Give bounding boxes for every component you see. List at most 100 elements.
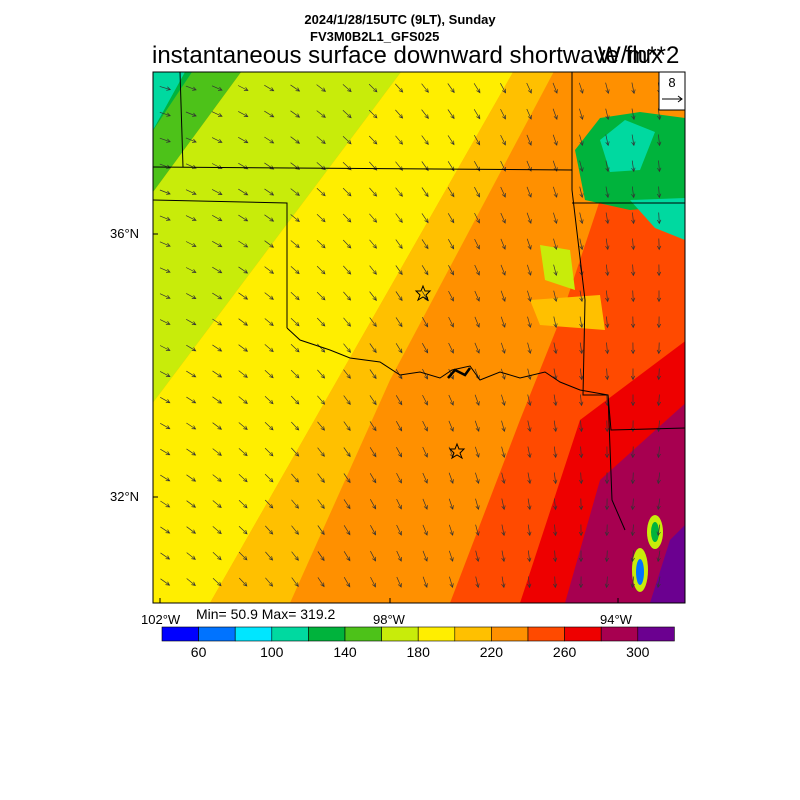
wind-arrow [630, 342, 636, 355]
wind-arrow [369, 395, 377, 406]
colorbar-swatch [527, 626, 565, 642]
wind-arrow [448, 342, 454, 354]
wind-arrow [395, 239, 403, 250]
wind-arrow [317, 499, 325, 510]
wind-arrow [500, 238, 506, 250]
colorbar-swatch [417, 626, 456, 642]
wind-arrow [448, 524, 454, 536]
wind-arrow [656, 524, 661, 537]
wind-arrow [500, 368, 506, 380]
wind-arrow [656, 368, 662, 381]
wind-arrow [238, 318, 249, 326]
wind-arrow [186, 318, 197, 326]
wind-arrow [160, 448, 171, 456]
wind-arrow [290, 266, 300, 275]
map-frame [152, 71, 686, 604]
wind-vectors [159, 82, 662, 589]
wind-arrow [527, 524, 532, 537]
wind-arrow [160, 526, 171, 534]
wind-arrow [630, 290, 636, 303]
wind-arrow [185, 241, 197, 247]
wind-arrow [527, 342, 532, 355]
wind-arrow [396, 447, 402, 458]
wind-arrow [474, 316, 480, 328]
wind-arrow [212, 448, 222, 456]
wind-arrow [264, 447, 274, 457]
wind-arrow [501, 498, 506, 511]
wind-arrow [316, 136, 326, 144]
wind-arrow [212, 422, 223, 430]
wind-arrow [421, 317, 429, 328]
wind-arrow [159, 137, 171, 143]
wind-arrow [448, 265, 454, 276]
colorbar-tick-label: 300 [626, 644, 650, 660]
colorbar-swatch [600, 626, 639, 642]
wind-arrow [395, 109, 404, 119]
wind-arrow [396, 524, 402, 536]
wind-arrow [552, 108, 558, 120]
wind-arrow [343, 265, 352, 275]
wind-arrow [604, 446, 610, 459]
wind-arrow [211, 137, 223, 143]
wind-arrow [422, 498, 428, 510]
wind-arrow [264, 84, 275, 92]
wind-arrow [290, 240, 300, 248]
wind-arrow [186, 578, 196, 587]
wind-arrow [264, 266, 275, 274]
wind-arrow [474, 238, 480, 250]
wind-arrow [159, 293, 171, 299]
wind-arrow [212, 292, 223, 300]
wind-arrow [501, 576, 506, 589]
wind-arrow [631, 264, 636, 277]
wind-arrow [579, 420, 584, 433]
wind-arrow [631, 238, 636, 251]
wind-arrow [290, 84, 301, 92]
wind-arrow [631, 82, 636, 95]
wind-arrow [501, 550, 506, 563]
wind-arrow [395, 421, 403, 432]
wind-arrow [369, 317, 377, 328]
wind-arrow [159, 267, 171, 273]
wind-arrow [447, 83, 455, 94]
wind-arrow [605, 186, 610, 199]
wind-arrow [552, 82, 558, 94]
wind-arrow [501, 446, 506, 459]
wind-arrow [159, 319, 171, 325]
wind-arrow [579, 108, 584, 121]
wind-arrow [343, 447, 351, 458]
wind-arrow [264, 110, 275, 118]
wind-arrow [317, 369, 326, 379]
wind-arrow [211, 189, 223, 195]
colorbar: 60 100 140 180 220 260 300 [161, 626, 675, 660]
wind-arrow [448, 472, 454, 484]
wind-arrow [212, 474, 222, 482]
wind-arrow [527, 290, 532, 303]
colorbar-swatch [491, 626, 529, 642]
wind-arrow [473, 109, 481, 120]
wind-arrow [369, 369, 377, 380]
wind-arrow [448, 550, 454, 562]
wind-arrow [447, 135, 455, 146]
wind-arrow [343, 291, 352, 301]
wind-arrow [656, 472, 661, 485]
wind-arrow [238, 266, 249, 274]
wind-arrow [552, 576, 558, 589]
wind-arrow [316, 265, 326, 275]
wind-arrow [448, 394, 454, 406]
wind-arrow [501, 472, 506, 485]
wind-arrow [212, 500, 222, 508]
wind-arrow [501, 394, 506, 407]
wind-arrow [475, 576, 480, 589]
wind-arrow [553, 498, 558, 511]
wind-arrow [553, 420, 558, 433]
wind-arrow [500, 108, 506, 120]
colorbar-swatch [308, 626, 346, 642]
wind-arrow [657, 134, 662, 147]
wind-arrow [449, 576, 454, 589]
wind-arrow [526, 264, 532, 276]
wind-arrow [422, 472, 428, 484]
wind-arrow [291, 551, 299, 561]
wind-arrow [212, 526, 222, 535]
wind-arrow [656, 394, 661, 407]
